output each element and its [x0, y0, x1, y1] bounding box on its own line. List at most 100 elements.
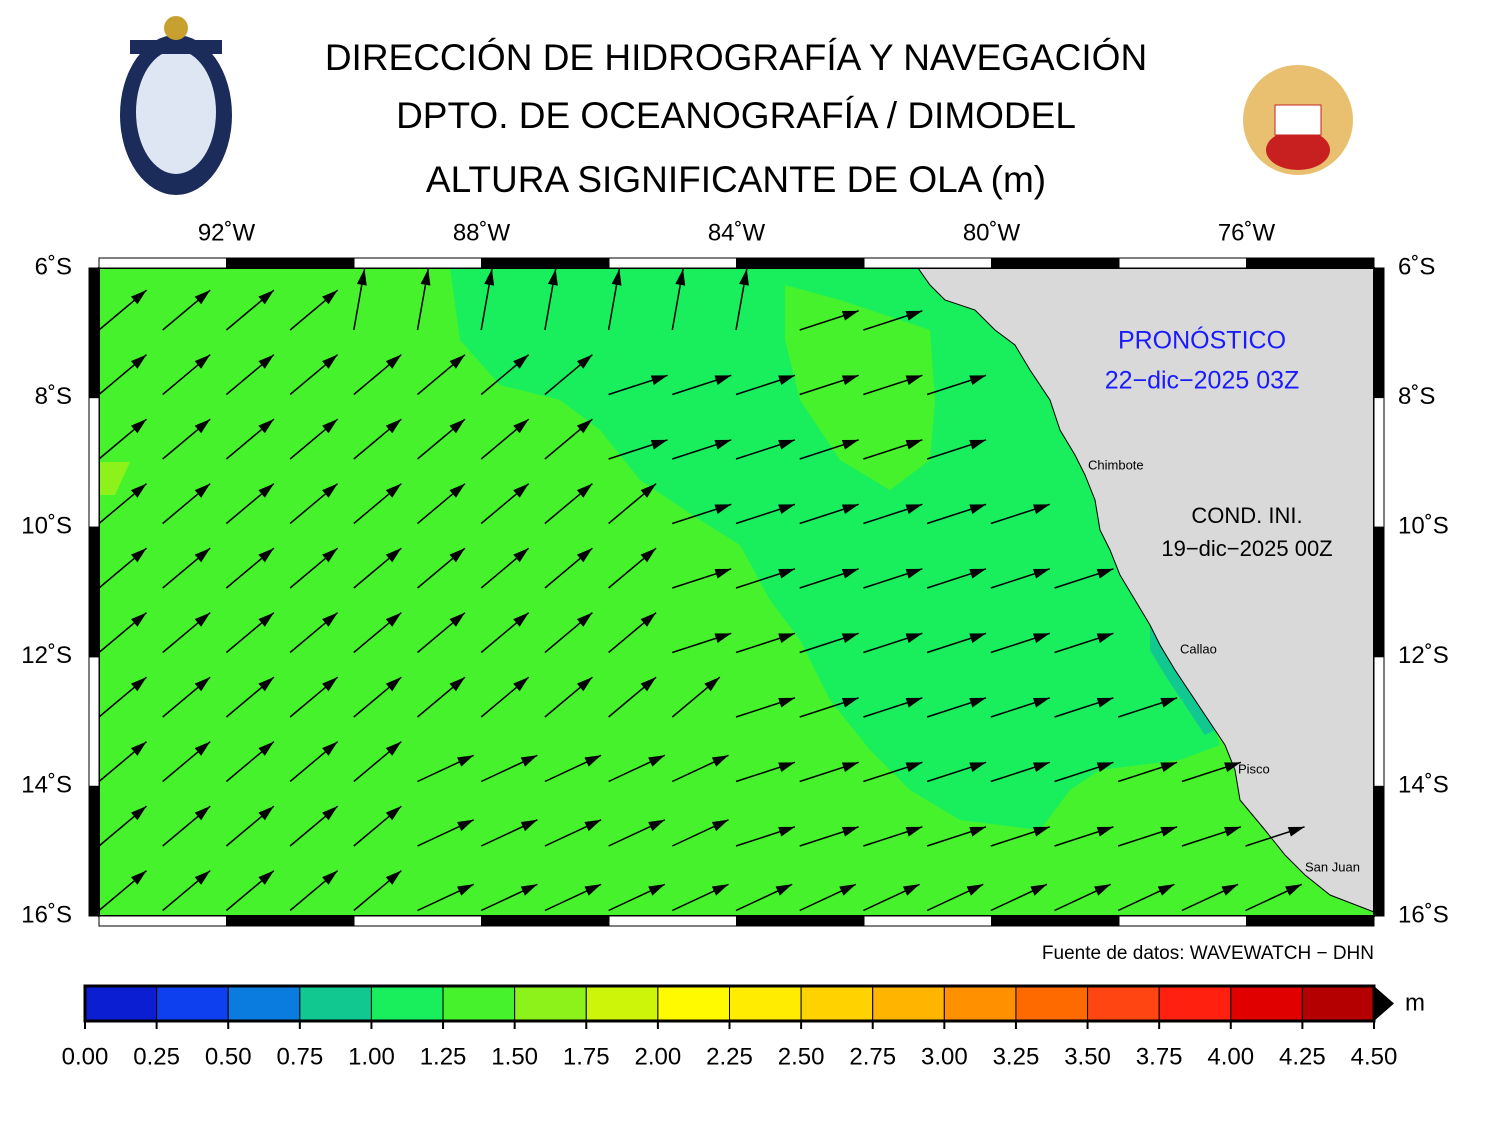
arrow-head: [675, 268, 686, 286]
arrow-head: [969, 504, 987, 515]
arrow-head: [778, 568, 795, 579]
lat-tick-label: 16˚S: [1398, 901, 1449, 928]
source: Fuente de datos: WAVEWATCH − DHN: [1042, 943, 1374, 964]
colorbar-tick-label: 1.75: [563, 1043, 610, 1070]
arrow-head: [905, 375, 923, 386]
colorbar-bin: [299, 985, 372, 1022]
arrow-head: [194, 354, 211, 369]
colorbar-bin: [585, 985, 659, 1022]
lat-tick-label: 16˚S: [21, 901, 72, 928]
border-segment: [1373, 526, 1385, 658]
arrow-head: [449, 354, 465, 369]
lat-tick-label: 8˚S: [1398, 383, 1435, 410]
arrow-head: [258, 741, 274, 756]
arrow-head: [194, 612, 211, 627]
arrow-head: [131, 548, 147, 563]
arrow-head: [449, 548, 465, 563]
arrow-head: [258, 806, 274, 821]
arrow-head: [576, 419, 593, 434]
border-segment: [88, 526, 100, 658]
arrow-head: [775, 884, 793, 896]
arrow-head: [778, 762, 795, 773]
colorbar-bin: [84, 985, 158, 1022]
arrow-head: [576, 612, 593, 627]
border-segment: [991, 257, 1120, 269]
colorbar-bin: [657, 985, 731, 1022]
arrow-head: [1096, 568, 1114, 579]
arrow-head: [513, 677, 529, 692]
arrow-head: [1033, 697, 1050, 708]
arrow-head: [385, 806, 402, 821]
arrow-head: [322, 354, 338, 369]
lon-tick-label: 80˚W: [963, 219, 1021, 246]
arrow-head: [778, 826, 795, 837]
border-segment: [226, 257, 355, 269]
colorbar-bin: [872, 985, 945, 1022]
colorbar-bin: [442, 985, 516, 1022]
colorbar-bin: [1230, 985, 1303, 1022]
arrow-head: [322, 548, 338, 563]
border-segment: [608, 915, 737, 927]
arrow-head: [258, 419, 274, 434]
arrow-head: [711, 819, 729, 832]
arrow-head: [385, 354, 402, 369]
arrow-head: [640, 677, 657, 692]
colorbar-tick-label: 1.25: [420, 1043, 467, 1070]
arrow-head: [513, 354, 529, 369]
city-label: Callao: [1180, 641, 1217, 656]
arrow-head: [194, 741, 211, 756]
colorbar-bin: [370, 985, 444, 1022]
colorbar-tick-label: 3.50: [1064, 1043, 1111, 1070]
arrow-head: [778, 504, 795, 515]
colorbar-bin: [729, 985, 802, 1022]
arrow-head: [385, 612, 402, 627]
border-segment: [1373, 267, 1385, 399]
arrow-head: [576, 677, 593, 692]
arrow-head: [905, 826, 923, 837]
border-segment: [481, 915, 610, 927]
arrow-head: [322, 419, 338, 434]
arrow-head: [714, 375, 732, 386]
arrow-head: [457, 884, 474, 896]
arrow-head: [966, 884, 984, 896]
logo-right: [1243, 65, 1353, 175]
border-segment: [481, 257, 610, 269]
arrow-head: [520, 819, 538, 832]
lat-tick-label: 12˚S: [1398, 642, 1449, 669]
arrow-head: [258, 677, 274, 692]
arrow-head: [648, 755, 665, 767]
colorbar-tick-label: 2.00: [635, 1043, 682, 1070]
arrow-head: [322, 870, 338, 885]
arrow-head: [131, 354, 147, 369]
border-segment: [88, 656, 100, 787]
arrow-head: [905, 762, 923, 773]
arrow-head: [194, 870, 211, 885]
arrow-head: [322, 483, 338, 498]
arrow-head: [1160, 826, 1178, 837]
arrow-head: [356, 268, 367, 286]
arrow-head: [457, 819, 474, 832]
colorbar-tick-label: 0.25: [133, 1043, 180, 1070]
border-segment: [98, 257, 227, 269]
border-segment: [863, 257, 992, 269]
city-label: Chimbote: [1088, 457, 1144, 472]
arrow-head: [714, 504, 732, 515]
arrow-head: [650, 375, 668, 386]
arrow-head: [576, 354, 593, 369]
colorbar-bin: [514, 985, 587, 1022]
arrow-head: [194, 419, 211, 434]
arrow-head: [841, 375, 859, 386]
arrow-head: [640, 612, 657, 627]
arrow-head: [258, 548, 274, 563]
border-segment: [353, 257, 482, 269]
colorbar-bin: [227, 985, 301, 1022]
arrow-head: [584, 884, 602, 896]
lat-tick-label: 6˚S: [35, 253, 72, 280]
colorbar: 0.00 0.25 0.50 0.75 1.00 1.25 1.50 1.75 2.00 2.25…: [62, 984, 1397, 1070]
border-segment: [863, 915, 992, 927]
arrow-head: [1285, 884, 1302, 896]
city-label: San Juan: [1305, 859, 1360, 874]
colorbar-bin: [943, 985, 1017, 1022]
forecast-time: 22−dic−2025 03Z: [1105, 367, 1300, 395]
